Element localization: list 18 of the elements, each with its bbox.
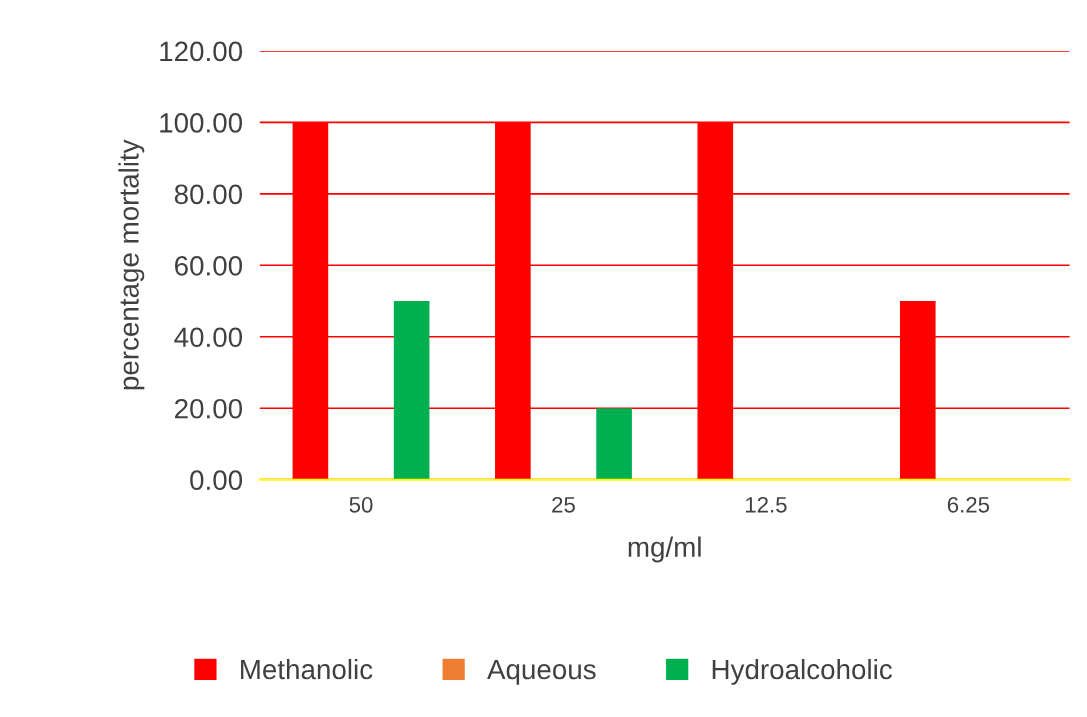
y-tick-label: 120.00 <box>160 41 243 62</box>
legend-label: Aqueous <box>487 659 596 685</box>
x-tick-label: 6.25 <box>947 496 990 513</box>
x-tick-label: 50 <box>349 496 373 513</box>
y-tick-label: 60.00 <box>175 255 243 276</box>
legend-label: Hydroalcoholic <box>712 658 892 685</box>
y-axis-title: percentage mortality <box>118 139 145 390</box>
y-tick-label: 20.00 <box>175 398 243 419</box>
x-tick-label: 25 <box>552 496 575 513</box>
y-tick-label: 100.00 <box>160 113 243 133</box>
bar <box>596 408 632 480</box>
y-tick-label: 0.00 <box>190 470 243 491</box>
y-tick-label: 40.00 <box>174 327 243 348</box>
y-tick-label: 80.00 <box>174 184 243 205</box>
bar <box>393 301 430 480</box>
x-axis-title: mg/ml <box>628 536 701 563</box>
x-tick-label: 12.5 <box>746 496 787 513</box>
legend-label: Methanolic <box>241 658 373 680</box>
